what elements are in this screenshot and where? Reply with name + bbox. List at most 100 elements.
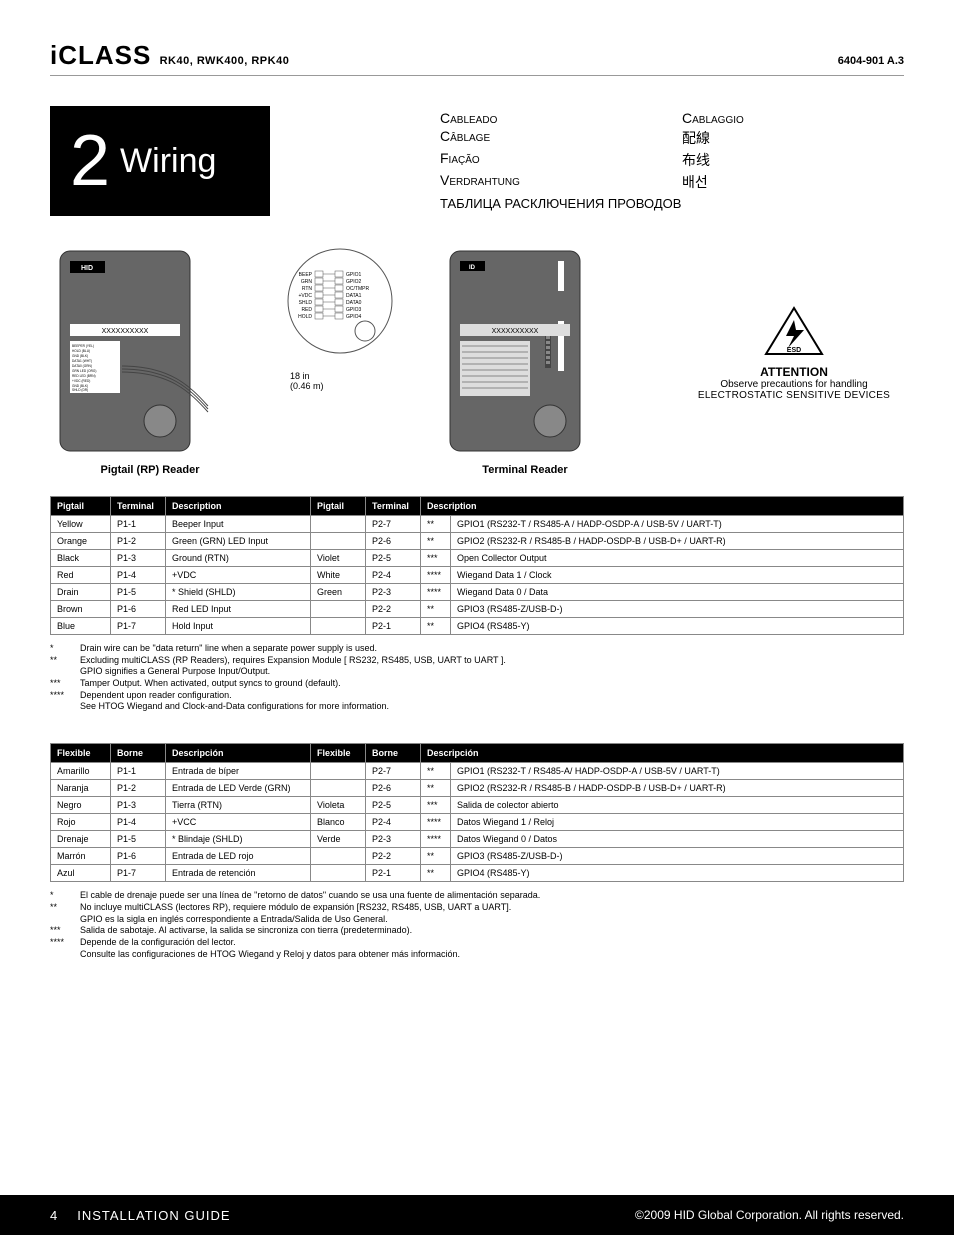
- brand: iCLASS RK40, RWK400, RPK40: [50, 40, 289, 71]
- trans-ko: 배선: [682, 172, 904, 192]
- table-row: RojoP1-4+VCCBlancoP2-4****Datos Wiegand …: [51, 814, 904, 831]
- note-row: Consulte las configuraciones de HTOG Wie…: [50, 949, 904, 961]
- th-terminal2: Terminal: [366, 497, 421, 516]
- svg-text:RTN: RTN: [302, 286, 313, 292]
- th-terminal: Terminal: [111, 497, 166, 516]
- th-desc-es: Descripción: [166, 744, 311, 763]
- note-row: **No incluye multiCLASS (lectores RP), r…: [50, 902, 904, 914]
- notes-en: *Drain wire can be "data return" line wh…: [50, 643, 904, 713]
- svg-text:OC/TMPR: OC/TMPR: [346, 286, 369, 292]
- trans-de: Verdrahtung: [440, 172, 662, 192]
- note-row: *Drain wire can be "data return" line wh…: [50, 643, 904, 655]
- svg-text:GPIO1: GPIO1: [346, 272, 362, 278]
- trans-zh-cn: 布线: [682, 150, 904, 170]
- trans-pt: Fiação: [440, 150, 662, 170]
- table-row: NegroP1-3Tierra (RTN)VioletaP2-5***Salid…: [51, 797, 904, 814]
- svg-text:GND (BLK): GND (BLK): [72, 354, 88, 358]
- zoom-diagram: BEEP GRN RTN +VDC SHLD RED HOLD: [260, 246, 430, 366]
- trans-fr: Câblage: [440, 128, 662, 148]
- svg-text:+VDC: +VDC: [299, 293, 313, 299]
- pigtail-reader-diagram: HID XXXXXXXXXX BEEPER (YEL) HOLD (BLU) G…: [50, 246, 210, 456]
- brand-name: iCLASS: [50, 40, 151, 70]
- th-pigtail2: Pigtail: [311, 497, 366, 516]
- table-row: YellowP1-1Beeper InputP2-7**GPIO1 (RS232…: [51, 516, 904, 533]
- th-desc: Description: [166, 497, 311, 516]
- svg-text:GPIO4: GPIO4: [346, 314, 362, 320]
- trans-es: Cableado: [440, 110, 662, 126]
- wiring-table-en: Pigtail Terminal Description Pigtail Ter…: [50, 496, 904, 635]
- svg-text:+VDC (RED): +VDC (RED): [72, 379, 90, 383]
- svg-text:ESD: ESD: [787, 347, 801, 354]
- trans-ru: ТАБЛИЦА РАСКЛЮЧЕНИЯ ПРОВОДОВ: [440, 196, 904, 211]
- svg-text:XXXXXXXXXX: XXXXXXXXXX: [102, 328, 149, 335]
- section-title-box: 2 Wiring: [50, 106, 270, 216]
- svg-text:SHLD: SHLD: [299, 300, 313, 306]
- svg-text:RED LED (BRN): RED LED (BRN): [72, 374, 96, 378]
- svg-text:GRN: GRN: [301, 279, 313, 285]
- attention-line2: ELECTROSTATIC SENSITIVE DEVICES: [684, 390, 904, 401]
- attention-title: ATTENTION: [684, 365, 904, 379]
- svg-text:HOLD: HOLD: [298, 314, 312, 320]
- table-row: BlackP1-3Ground (RTN)VioletP2-5***Open C…: [51, 550, 904, 567]
- note-row: ***Salida de sabotaje. Al activarse, la …: [50, 925, 904, 937]
- page-footer: 4 INSTALLATION GUIDE ©2009 HID Global Co…: [0, 1195, 954, 1235]
- th-pigtail-es: Flexible: [51, 744, 111, 763]
- th-pigtail2-es: Flexible: [311, 744, 366, 763]
- table-row: AmarilloP1-1Entrada de bíperP2-7**GPIO1 …: [51, 763, 904, 780]
- svg-text:GRN LED (ORG): GRN LED (ORG): [72, 369, 96, 373]
- svg-text:ID: ID: [469, 265, 476, 271]
- document-number: 6404-901 A.3: [838, 55, 904, 67]
- footer-guide: INSTALLATION GUIDE: [77, 1208, 230, 1223]
- svg-text:RED: RED: [301, 307, 312, 313]
- svg-text:DATA1 (WHT): DATA1 (WHT): [72, 359, 92, 363]
- section-title: Wiring: [120, 142, 216, 181]
- th-terminal-es: Borne: [111, 744, 166, 763]
- note-row: ****Dependent upon reader configuration.: [50, 690, 904, 702]
- esd-icon: ESD: [764, 306, 824, 356]
- table-row: NaranjaP1-2Entrada de LED Verde (GRN)P2-…: [51, 780, 904, 797]
- svg-text:HID: HID: [81, 265, 93, 272]
- esd-attention: ESD ATTENTION Observe precautions for ha…: [684, 306, 904, 401]
- wiring-table-es: Flexible Borne Descripción Flexible Born…: [50, 743, 904, 882]
- th-desc2: Description: [421, 497, 904, 516]
- svg-text:BEEPER (YEL): BEEPER (YEL): [72, 344, 94, 348]
- table-row: MarrónP1-6Entrada de LED rojoP2-2**GPIO3…: [51, 848, 904, 865]
- note-row: *El cable de drenaje puede ser una línea…: [50, 890, 904, 902]
- svg-text:GPIO3: GPIO3: [346, 307, 362, 313]
- svg-text:SHLD (DR): SHLD (DR): [72, 388, 88, 392]
- svg-text:DATA0 (GRN): DATA0 (GRN): [72, 364, 92, 368]
- trans-it: Cablaggio: [682, 110, 904, 126]
- svg-text:DATA0: DATA0: [346, 300, 362, 306]
- pigtail-label: Pigtail (RP) Reader: [50, 464, 250, 476]
- table-row: BrownP1-6Red LED InputP2-2**GPIO3 (RS485…: [51, 601, 904, 618]
- page-number: 4: [50, 1208, 57, 1223]
- terminal-reader-diagram: ID XXXXXXXXXX: [440, 246, 590, 456]
- th-pigtail: Pigtail: [51, 497, 111, 516]
- note-row: GPIO signifies a General Purpose Input/O…: [50, 666, 904, 678]
- svg-text:GPIO2: GPIO2: [346, 279, 362, 285]
- table-row: AzulP1-7Entrada de retenciónP2-1**GPIO4 …: [51, 865, 904, 882]
- table-row: BlueP1-7Hold InputP2-1**GPIO4 (RS485-Y): [51, 618, 904, 635]
- trans-zh-tw: 配線: [682, 128, 904, 148]
- page-header: iCLASS RK40, RWK400, RPK40 6404-901 A.3: [50, 40, 904, 76]
- note-row: ***Tamper Output. When activated, output…: [50, 678, 904, 690]
- table-row: DrenajeP1-5* Blindaje (SHLD)VerdeP2-3***…: [51, 831, 904, 848]
- note-row: **Excluding multiCLASS (RP Readers), req…: [50, 655, 904, 667]
- svg-text:HOLD (BLU): HOLD (BLU): [72, 349, 90, 353]
- note-row: ****Depende de la configuración del lect…: [50, 937, 904, 949]
- svg-text:DATA1: DATA1: [346, 293, 362, 299]
- section-number: 2: [70, 120, 110, 202]
- th-desc2-es: Descripción: [421, 744, 904, 763]
- th-terminal2-es: Borne: [366, 744, 421, 763]
- note-row: GPIO es la sigla en inglés correspondien…: [50, 914, 904, 926]
- translations-block: Cableado Cablaggio Câblage 配線 Fiação 布线 …: [440, 106, 904, 211]
- attention-line1: Observe precautions for handling: [684, 379, 904, 390]
- notes-es: *El cable de drenaje puede ser una línea…: [50, 890, 904, 960]
- table-row: RedP1-4+VDCWhiteP2-4****Wiegand Data 1 /…: [51, 567, 904, 584]
- svg-text:XXXXXXXXXX: XXXXXXXXXX: [492, 328, 539, 335]
- terminal-label: Terminal Reader: [440, 464, 610, 476]
- footer-copyright: ©2009 HID Global Corporation. All rights…: [635, 1208, 904, 1222]
- note-row: See HTOG Wiegand and Clock-and-Data conf…: [50, 701, 904, 713]
- svg-text:BEEP: BEEP: [299, 272, 313, 278]
- table-row: OrangeP1-2Green (GRN) LED InputP2-6**GPI…: [51, 533, 904, 550]
